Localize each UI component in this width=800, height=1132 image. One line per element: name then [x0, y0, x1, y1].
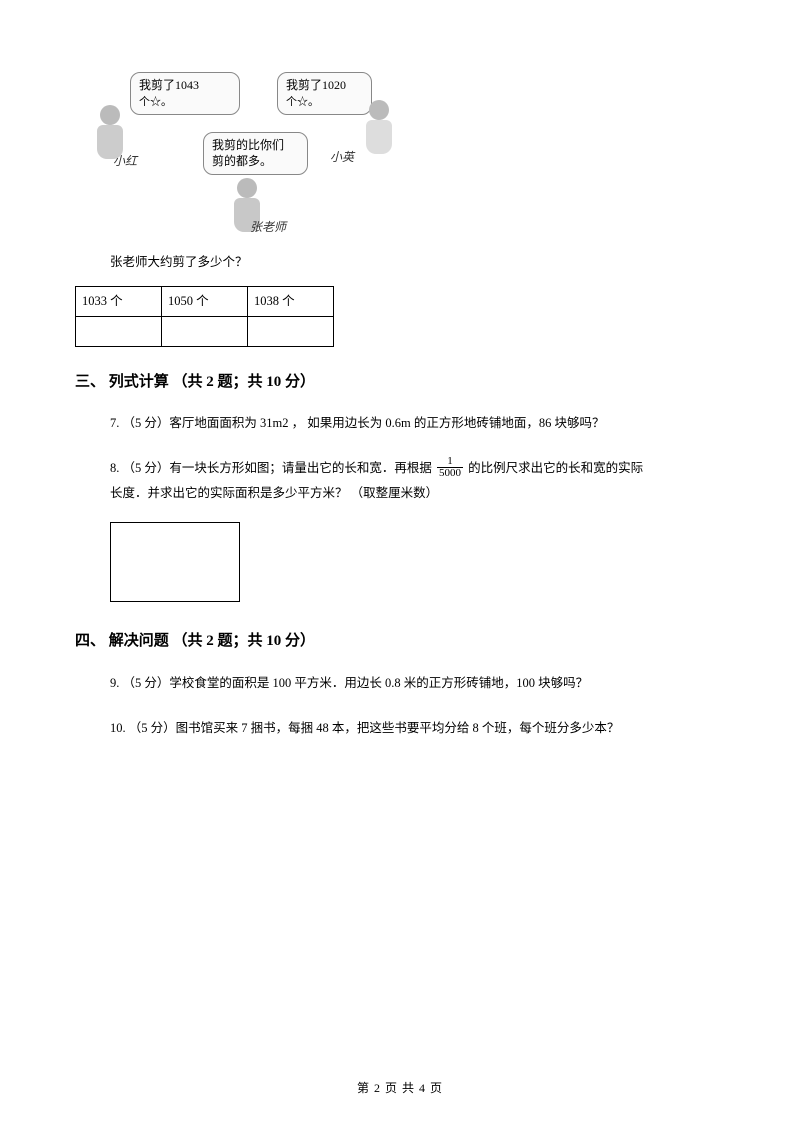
- q6-answer-cell-1[interactable]: [76, 316, 162, 346]
- bubble2-line2: 个☆。: [286, 96, 319, 108]
- fraction-icon: 1 5000: [437, 456, 463, 479]
- q6-choice-table: 1033 个 1050 个 1038 个: [75, 286, 334, 347]
- person-xiaoying-icon: [360, 100, 398, 158]
- question-8: 8. （5 分）有一块长方形如图；请量出它的长和宽．再根据 1 5000 的比例…: [110, 456, 725, 506]
- bubble1-line2: 个☆。: [139, 96, 172, 108]
- frac-denominator: 5000: [437, 468, 463, 479]
- section-3-heading: 三、 列式计算 （共 2 题；共 10 分）: [75, 371, 725, 394]
- q6-opt1: 1033 个: [76, 286, 162, 316]
- q6-answer-cell-2[interactable]: [162, 316, 248, 346]
- page-footer: 第 2 页 共 4 页: [0, 1079, 800, 1097]
- speech-bubble-xiaohong: 我剪了1043 个☆。: [130, 72, 240, 115]
- bubble2-line1: 我剪了1020: [286, 78, 346, 92]
- bubble1-line1: 我剪了1043: [139, 78, 199, 92]
- question-10: 10. （5 分）图书馆买来 7 捆书，每捆 48 本，把这些书要平均分给 8 …: [110, 716, 725, 741]
- question-9: 9. （5 分）学校食堂的面积是 100 平方米．用边长 0.8 米的正方形砖铺…: [110, 671, 725, 696]
- bubble3-line2: 剪的都多。: [212, 154, 272, 168]
- speech-bubble-xiaoying: 我剪了1020 个☆。: [277, 72, 372, 115]
- section-4-heading: 四、 解决问题 （共 2 题；共 10 分）: [75, 630, 725, 653]
- question-7: 7. （5 分）客厅地面面积为 31m2 ， 如果用边长为 0.6m 的正方形地…: [110, 411, 725, 436]
- q6-prompt: 张老师大约剪了多少个？: [110, 253, 725, 272]
- speech-bubble-teacher: 我剪的比你们 剪的都多。: [203, 132, 308, 175]
- rectangle-figure: [110, 522, 240, 602]
- table-row: 1033 个 1050 个 1038 个: [76, 286, 334, 316]
- q6-opt3: 1038 个: [248, 286, 334, 316]
- table-row: [76, 316, 334, 346]
- q6-opt2: 1050 个: [162, 286, 248, 316]
- label-xiaoying: 小英: [330, 148, 354, 166]
- bubble3-line1: 我剪的比你们: [212, 138, 284, 152]
- q8-text-line2: 长度．并求出它的实际面积是多少平方米？ （取整厘米数）: [110, 486, 438, 500]
- label-xiaohong: 小红: [113, 152, 137, 170]
- label-teacher: 张老师: [250, 218, 286, 236]
- q6-answer-cell-3[interactable]: [248, 316, 334, 346]
- dialogue-illustration: 我剪了1043 个☆。 我剪了1020 个☆。 我剪的比你们 剪的都多。 小红 …: [85, 70, 395, 235]
- q8-text-before: 8. （5 分）有一块长方形如图；请量出它的长和宽．再根据: [110, 461, 435, 475]
- q8-text-after: 的比例尺求出它的长和宽的实际: [468, 461, 643, 475]
